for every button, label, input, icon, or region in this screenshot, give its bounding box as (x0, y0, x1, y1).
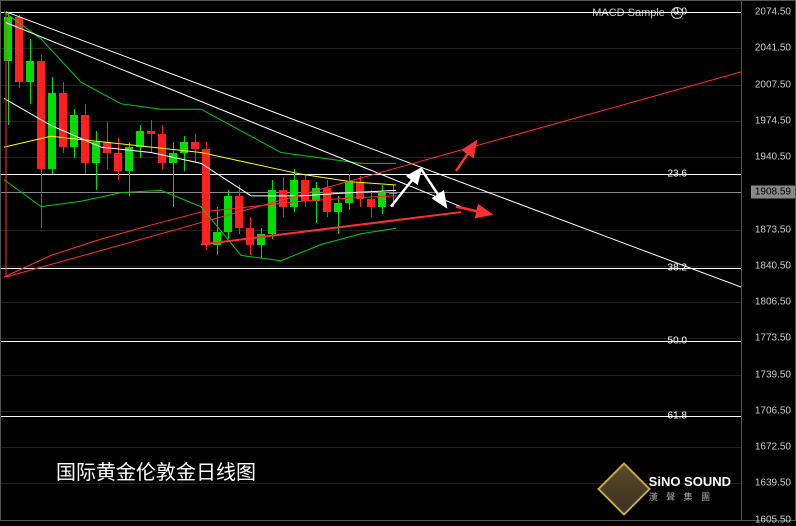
horizontal-line (1, 174, 743, 175)
logo-subtitle: 漢 聲 集 團 (649, 490, 731, 503)
y-tick-label: 1672.50 (755, 442, 791, 453)
logo-diamond-icon (597, 462, 651, 516)
fib-label: 61.8 (668, 410, 687, 421)
chart-container: MACD Sample × 0.023.638.250.061.8 国际黄金伦敦… (0, 0, 796, 521)
fib-line (1, 416, 743, 417)
y-tick-label: 1773.50 (755, 333, 791, 344)
y-axis: 2074.50 2041.50 2007.50 1974.50 1940.50 1908.… (741, 1, 795, 520)
y-tick-label: 2041.50 (755, 43, 791, 54)
chart-title: 国际黄金伦敦金日线图 (56, 456, 256, 485)
horizontal-line (1, 192, 743, 193)
y-tick-label: 1873.50 (755, 224, 791, 235)
y-tick-label: 2007.50 (755, 79, 791, 90)
y-tick-label: 1974.50 (755, 115, 791, 126)
y-tick-label: 1639.50 (755, 478, 791, 489)
y-tick-label: 1605.50 (755, 515, 791, 526)
y-tick-label: 1908.59 (751, 185, 795, 198)
y-tick-label: 1806.50 (755, 297, 791, 308)
fib-line (1, 12, 743, 13)
logo-brand: SiNO SOUND (649, 475, 731, 489)
y-tick-label: 1840.50 (755, 260, 791, 271)
y-tick-label: 1739.50 (755, 369, 791, 380)
horizontal-line (1, 268, 743, 269)
horizontal-line (1, 341, 743, 342)
y-tick-label: 1940.50 (755, 152, 791, 163)
chart-plot-area[interactable]: MACD Sample × 0.023.638.250.061.8 国际黄金伦敦… (1, 1, 743, 520)
fib-label: 0.0 (673, 6, 687, 17)
y-tick-label: 2074.50 (755, 7, 791, 18)
brand-logo: SiNO SOUND 漢 聲 集 團 (605, 470, 731, 508)
y-tick-label: 1706.50 (755, 405, 791, 416)
line-overlay (1, 1, 743, 520)
